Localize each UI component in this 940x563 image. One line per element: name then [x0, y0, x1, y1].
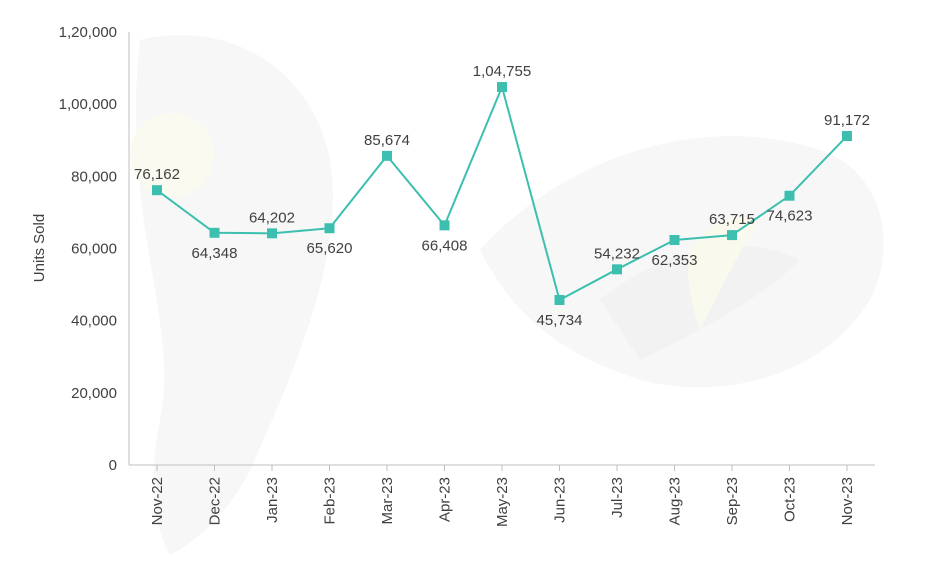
data-point-marker	[324, 223, 335, 234]
background-watermark	[130, 35, 884, 555]
y-tick-label: 1,00,000	[59, 96, 117, 113]
data-labels: 76,162 64,348 64,202 65,620 85,674 66,408 1,04…	[134, 63, 870, 329]
data-point-marker	[497, 82, 507, 93]
x-tick-label: Mar-23	[379, 477, 396, 525]
data-label: 91,172	[824, 112, 870, 129]
x-tick-label: Apr-23	[437, 477, 454, 522]
data-point-marker	[784, 190, 795, 201]
data-label: 63,715	[709, 211, 755, 228]
x-tick-label: Feb-23	[322, 477, 339, 525]
data-label: 62,353	[652, 252, 698, 269]
data-point-marker	[727, 230, 737, 241]
data-label: 76,162	[134, 166, 180, 183]
y-axis-title: Units Sold	[31, 214, 48, 282]
data-point-marker	[842, 131, 852, 142]
data-label: 64,348	[192, 245, 238, 262]
data-point-marker	[267, 228, 277, 239]
y-tick-label: 1,20,000	[59, 24, 117, 41]
x-tick-label: May-23	[494, 477, 511, 527]
data-point-marker	[382, 150, 392, 161]
data-point-marker	[439, 220, 450, 231]
x-tick-label: Sep-23	[724, 477, 741, 525]
data-label: 54,232	[594, 245, 640, 262]
x-tick-label: Jun-23	[552, 477, 569, 523]
x-tick-label: Oct-23	[782, 477, 799, 522]
data-label: 74,623	[767, 208, 813, 225]
data-label: 85,674	[364, 132, 410, 149]
data-point-marker	[612, 264, 622, 275]
data-label: 1,04,755	[473, 63, 531, 80]
x-tick-label: Dec-22	[207, 477, 224, 525]
data-label: 64,202	[249, 209, 295, 226]
data-point-marker	[152, 185, 162, 196]
x-tick-label: Nov-23	[839, 477, 856, 525]
data-label: 66,408	[422, 237, 468, 254]
data-label: 45,734	[537, 312, 583, 329]
x-tick-label: Aug-23	[667, 477, 684, 525]
x-axis-ticks: Nov-22 Dec-22 Jan-23 Feb-23 Mar-23 Apr-23 May-…	[149, 465, 856, 527]
data-point-marker	[669, 235, 680, 246]
data-label: 65,620	[307, 240, 353, 257]
y-tick-label: 20,000	[71, 385, 117, 402]
y-tick-label: 40,000	[71, 313, 117, 330]
data-point-marker	[554, 294, 565, 305]
y-tick-label: 80,000	[71, 168, 117, 185]
data-point-marker	[209, 227, 220, 238]
x-tick-label: Jul-23	[609, 477, 626, 518]
y-tick-label: 60,000	[71, 241, 117, 258]
x-tick-label: Nov-22	[149, 477, 166, 525]
y-tick-label: 0	[109, 457, 117, 474]
y-axis-ticks: 0 20,000 40,000 60,000 80,000 1,00,000 1,20,00…	[59, 24, 117, 474]
data-markers	[152, 82, 852, 305]
x-tick-label: Jan-23	[264, 477, 281, 523]
